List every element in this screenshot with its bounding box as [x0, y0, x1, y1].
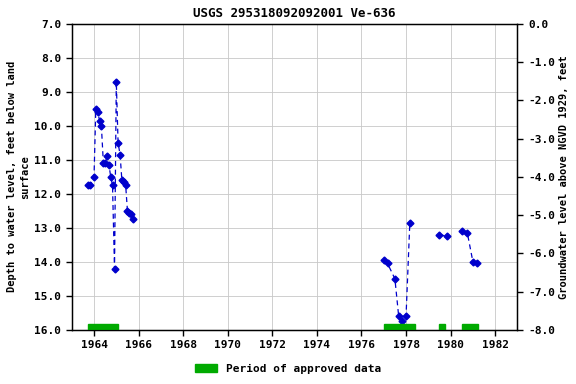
Bar [384, 324, 415, 330]
Legend: Period of approved data: Period of approved data [191, 359, 385, 379]
Bar [462, 324, 479, 330]
Y-axis label: Depth to water level, feet below land
surface: Depth to water level, feet below land su… [7, 61, 30, 293]
Bar [89, 324, 118, 330]
Y-axis label: Groundwater level above NGVD 1929, feet: Groundwater level above NGVD 1929, feet [559, 55, 569, 299]
Title: USGS 295318092092001 Ve-636: USGS 295318092092001 Ve-636 [194, 7, 396, 20]
Bar [439, 324, 445, 330]
